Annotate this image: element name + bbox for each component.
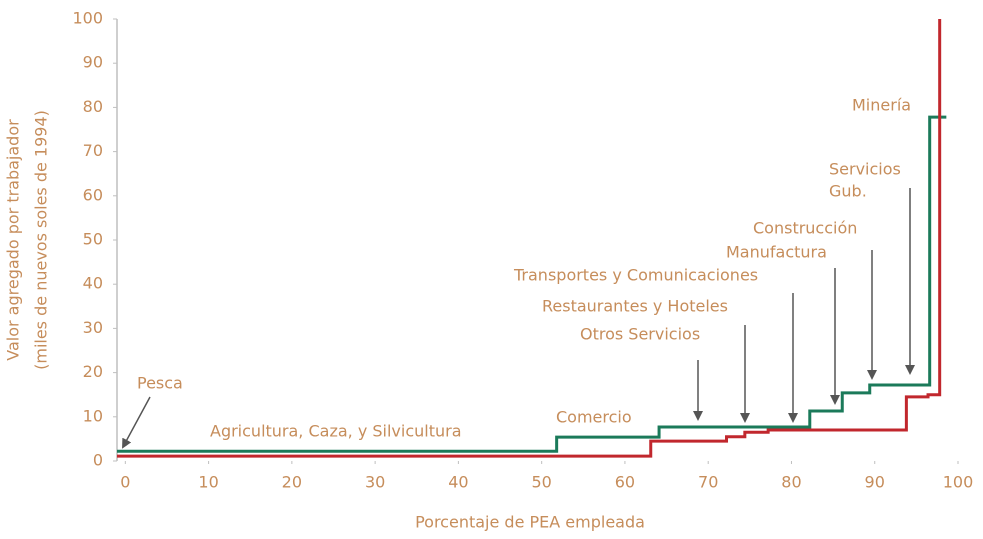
- x-tick-label: 40: [448, 473, 468, 492]
- x-tick-label: 90: [865, 473, 885, 492]
- x-tick-label: 70: [698, 473, 718, 492]
- annotation: Restaurantes y Hoteles: [542, 297, 728, 316]
- annotations: Pesca Agricultura, Caza, y Silvicultura …: [122, 96, 915, 449]
- y-axis-label: Valor agregado por trabajador: [4, 119, 23, 361]
- y-tick-label: 60: [83, 185, 103, 204]
- annotation: Construcción: [753, 219, 857, 238]
- annotation: Transportes y Comunicaciones: [513, 266, 758, 285]
- x-tick-label: 80: [781, 473, 801, 492]
- plot: [117, 19, 947, 458]
- x-tick-label: 20: [282, 473, 302, 492]
- x-tick-label: 100: [943, 473, 974, 492]
- y-tick-label: 100: [72, 9, 103, 28]
- x-tick-label: 30: [365, 473, 385, 492]
- x-tick-label: 50: [531, 473, 551, 492]
- step-line: [117, 115, 947, 453]
- annotation: Minería: [852, 96, 911, 115]
- y-tick-label: 40: [83, 274, 103, 293]
- annotation: Pesca: [137, 374, 183, 393]
- y-tick-label: 20: [83, 362, 103, 381]
- annotation: Gub.: [829, 182, 867, 201]
- y-tick-label: 30: [83, 318, 103, 337]
- annotation: Otros Servicios: [580, 325, 700, 344]
- y-tick-label: 10: [83, 406, 103, 425]
- x-tick-label: 0: [120, 473, 130, 492]
- annotation: Agricultura, Caza, y Silvicultura: [210, 422, 462, 441]
- y-tick-label: 50: [83, 230, 103, 249]
- y-tick-label: 90: [83, 53, 103, 72]
- y-tick-label: 80: [83, 97, 103, 116]
- x-axis-label: Porcentaje de PEA empleada: [415, 513, 645, 532]
- y-tick-label: 0: [93, 451, 103, 470]
- arrow: [122, 396, 151, 449]
- step-line: [117, 19, 942, 458]
- y-tick-label: 70: [83, 141, 103, 160]
- annotation: Manufactura: [726, 243, 827, 262]
- x-tick-label: 60: [615, 473, 635, 492]
- annotation: Comercio: [556, 408, 632, 427]
- annotation: Servicios: [829, 160, 901, 179]
- x-tick-label: 10: [198, 473, 218, 492]
- y-axis-label: (miles de nuevos soles de 1994): [32, 110, 51, 370]
